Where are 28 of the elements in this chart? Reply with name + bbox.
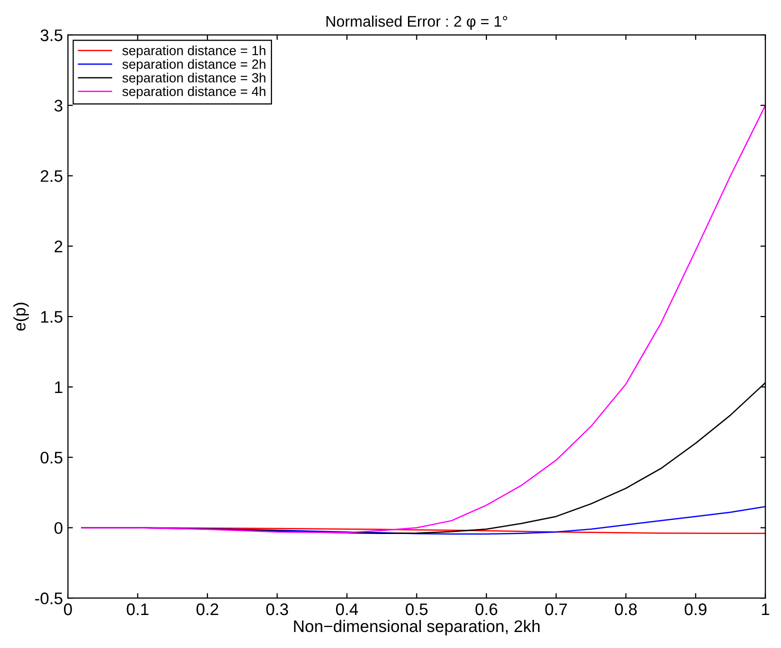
legend-label: separation distance = 2h [122, 59, 266, 72]
x-tick-label: 0.7 [545, 603, 567, 616]
y-tick-label: 0.5 [40, 452, 62, 464]
legend-label: separation distance = 4h [122, 86, 266, 99]
y-tick-label: -0.5 [35, 592, 62, 604]
line-series [81, 104, 766, 534]
y-tick-label: 0 [54, 522, 62, 534]
legend-label: separation distance = 3h [122, 72, 266, 86]
x-tick-label: 0.5 [406, 603, 428, 616]
chart-title: Normalised Error : 2 φ = 1° [326, 16, 508, 30]
x-axis-title: Non−dimensional separation, 2kh [294, 620, 540, 636]
y-tick-label: 3.5 [40, 29, 62, 42]
legend-label: separation distance = 1h [122, 46, 266, 58]
y-tick-label: 2 [54, 240, 62, 252]
x-tick-label: 0.4 [336, 603, 358, 616]
y-tick-label: 2.5 [40, 170, 62, 182]
y-tick-label: 1.5 [41, 311, 62, 323]
x-tick-label: 0 [64, 603, 72, 616]
x-tick-label: 0.1 [126, 603, 148, 616]
x-tick-label: 0.9 [684, 603, 706, 616]
x-tick-label: 0.8 [614, 603, 637, 616]
y-axis-title: e(p) [13, 302, 29, 331]
x-tick-label: 1 [762, 604, 770, 616]
x-tick-label: 0.2 [196, 603, 218, 616]
y-tick-label: 1 [55, 382, 62, 393]
y-tick-label: 3 [54, 100, 62, 112]
x-tick-label: 0.3 [266, 603, 288, 616]
x-tick-label: 0.6 [475, 603, 498, 616]
